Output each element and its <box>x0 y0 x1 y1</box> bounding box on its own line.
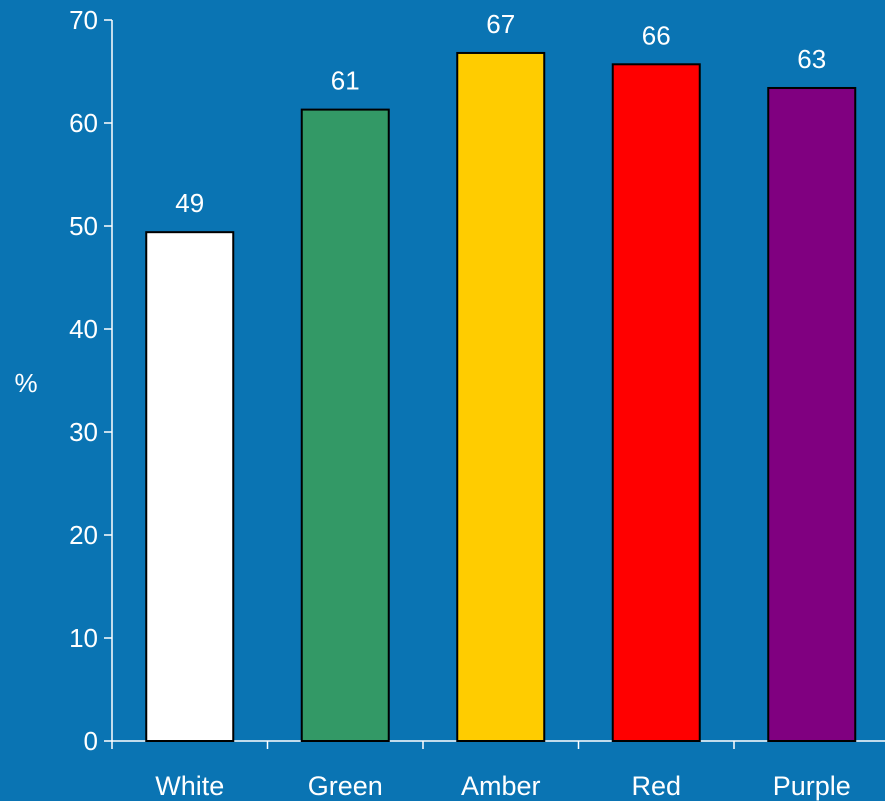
x-axis: White Green Amber Red Purple <box>111 740 885 801</box>
y-tick-label: 0 <box>84 726 98 756</box>
x-tick-label-red: Red <box>631 771 681 801</box>
bar-amber <box>456 51 546 742</box>
y-tick-label: 10 <box>69 623 98 653</box>
y-tick-label: 70 <box>69 5 98 35</box>
data-label-red: 66 <box>642 20 671 50</box>
bar-purple <box>767 86 857 743</box>
y-tick-label: 20 <box>69 520 98 550</box>
x-tick-label-purple: Purple <box>773 771 851 801</box>
bar-white <box>145 231 235 742</box>
y-axis: 0 10 20 30 40 50 60 70 <box>69 5 113 756</box>
data-label-green: 61 <box>331 66 360 96</box>
y-tick-label: 60 <box>69 108 98 138</box>
data-label-purple: 63 <box>797 44 826 74</box>
y-tick-label: 40 <box>69 314 98 344</box>
y-axis-label: % <box>14 368 37 398</box>
x-tick-label-green: Green <box>308 771 383 801</box>
bars <box>145 51 857 743</box>
x-tick-label-amber: Amber <box>461 771 541 801</box>
y-tick-label: 30 <box>69 417 98 447</box>
y-tick-label: 50 <box>69 211 98 241</box>
data-labels: 49 61 67 66 63 <box>175 9 826 218</box>
x-tick-label-white: White <box>155 771 224 801</box>
bar-red <box>611 63 701 743</box>
bar-green <box>300 108 390 743</box>
data-label-white: 49 <box>175 188 204 218</box>
data-label-amber: 67 <box>486 9 515 39</box>
